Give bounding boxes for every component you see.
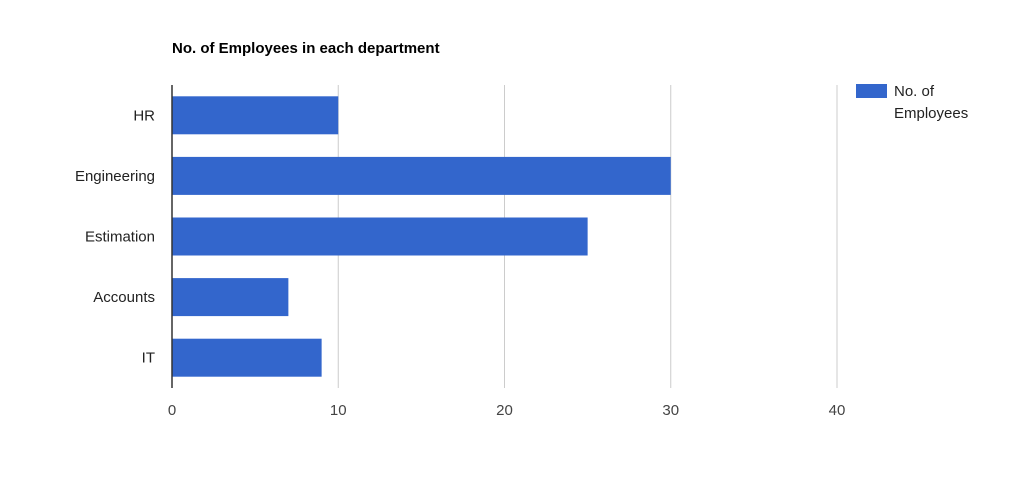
bar-accounts [172,278,289,317]
legend-label: No. of Employees [894,83,968,122]
x-tick-label: 30 [662,402,679,419]
x-tick-label: 40 [829,402,846,419]
legend: No. of Employees [856,83,968,122]
category-label: IT [142,350,155,367]
bar-it [172,338,322,377]
x-tick-label: 20 [496,402,513,419]
category-label: HR [133,107,155,124]
category-labels: HR Engineering Estimation Accounts IT [75,107,155,366]
bar-engineering [172,156,671,195]
legend-swatch [856,84,887,98]
chart-title: No. of Employees in each department [172,40,440,57]
x-axis-tick-labels: 0 10 20 30 40 [168,402,846,419]
x-tick-label: 0 [168,402,176,419]
category-label: Engineering [75,168,155,185]
x-tick-label: 10 [330,402,347,419]
category-label: Accounts [93,289,155,306]
bars [172,96,671,377]
bar-hr [172,96,339,135]
category-label: Estimation [85,229,155,246]
bar-estimation [172,217,588,256]
